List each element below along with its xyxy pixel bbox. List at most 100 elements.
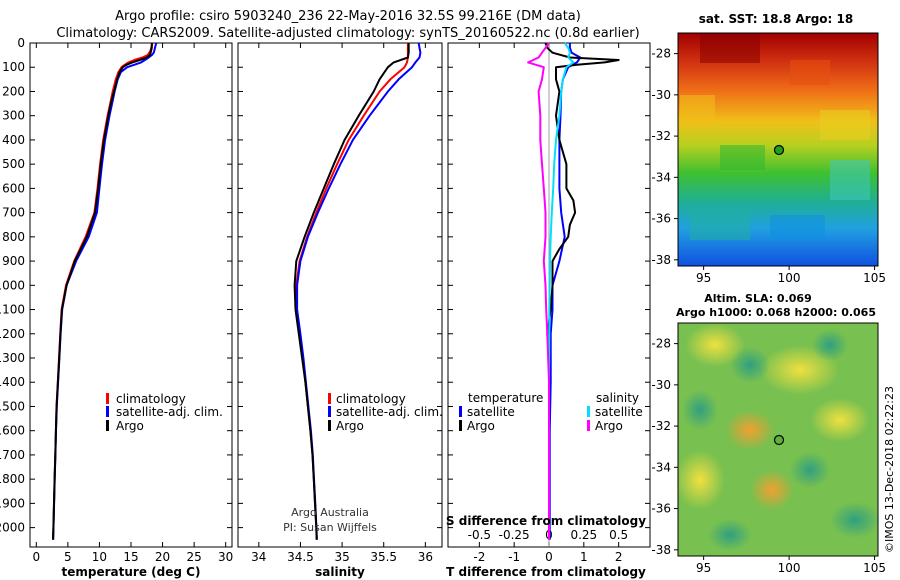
series-line-argo: [293, 43, 410, 540]
sla-blob: [830, 502, 880, 538]
depth-tick-label: 0: [17, 36, 25, 50]
lat-tick-label: -36: [651, 212, 671, 226]
salinity-x-axis: 34 34.5 35 35.5 36: [238, 42, 442, 564]
s-tick-label: -0.25: [499, 528, 530, 542]
sla-blob: [812, 329, 848, 361]
temperature-x-label: temperature (deg C): [62, 565, 201, 579]
temperature-x-axis: 0 5 10 15 20 25 30: [30, 42, 233, 564]
sst-map-frame: [677, 32, 879, 267]
lat-tick-label: -30: [651, 378, 671, 392]
sst-patch: [790, 60, 830, 85]
series-line-t-argo: [544, 42, 620, 540]
sst-patch: [830, 160, 870, 200]
salinity-plot-frame: [237, 42, 443, 548]
series-line-t-satellite: [548, 43, 582, 540]
legend-t-satellite-swatch: [459, 406, 462, 417]
series-line-satellite-adj-clim-: [52, 42, 158, 540]
legend-satellite-adj-swatch: [106, 406, 109, 417]
legend-climatology-swatch: [106, 393, 109, 404]
lat-tick-label: -38: [651, 253, 671, 267]
depth-tick-label: 1100: [0, 303, 25, 317]
sst-patch: [820, 110, 870, 140]
x-tick-label: 10: [92, 550, 107, 564]
x-tick-label: 34: [251, 550, 266, 564]
lat-tick-label: -36: [651, 502, 671, 516]
legend-salinity-header: salinity: [596, 391, 639, 405]
legend-argo-swatch: [106, 420, 109, 431]
depth-tick-label: 600: [2, 181, 25, 195]
sst-patch: [720, 145, 765, 170]
legend-argo-swatch: [328, 420, 331, 431]
lat-tick-label: -32: [651, 129, 671, 143]
depth-tick-label: 200: [2, 84, 25, 98]
sst-patch: [690, 210, 750, 240]
salinity-x-label: salinity: [315, 565, 365, 579]
x-tick-label: 0: [32, 550, 40, 564]
sst-map-axes: -28 -30 -32 -34 -36 -38 95 100 105: [651, 47, 886, 285]
depth-tick-label: 800: [2, 230, 25, 244]
depth-tick-label: 1600: [0, 424, 25, 438]
depth-tick-label: 100: [2, 60, 25, 74]
t-difference-x-label: T difference from climatology: [446, 565, 646, 579]
sst-patch: [700, 33, 760, 63]
legend-s-satellite-swatch: [587, 406, 590, 417]
temperature-plot-frame: [29, 42, 233, 548]
x-tick-label: 20: [155, 550, 170, 564]
depth-tick-label: 500: [2, 157, 25, 171]
legend-t-satellite-label: satellite: [467, 405, 515, 419]
x-tick-label: 0: [545, 550, 553, 564]
salinity-profiles: [293, 42, 422, 540]
legend-argo-label: Argo: [116, 419, 144, 433]
depth-tick-label: 1900: [0, 496, 25, 510]
sst-float-marker: [773, 144, 785, 156]
series-line-climatology: [52, 42, 154, 540]
temperature-profiles: [52, 42, 158, 540]
lat-tick-label: -28: [651, 47, 671, 61]
header-line1: Argo profile: csiro 5903240_236 22-May-2…: [115, 9, 581, 24]
depth-tick-label: 900: [2, 254, 25, 268]
depth-tick-label: 2000: [0, 521, 25, 535]
sst-patch: [770, 215, 825, 240]
lat-tick-label: -38: [651, 543, 671, 557]
x-tick-label: 30: [218, 550, 233, 564]
legend-satellite-adj-label: satellite-adj. clim.: [336, 405, 443, 419]
legend-climatology-swatch: [328, 393, 331, 404]
sla-blob: [725, 410, 775, 450]
depth-tick-label: 1300: [0, 351, 25, 365]
sla-map-title2: Argo h1000: 0.068 h2000: 0.065: [676, 306, 876, 319]
x-tick-label: 34.5: [287, 550, 314, 564]
depth-tick-label: 1800: [0, 472, 25, 486]
imos-watermark: ©IMOS 13-Dec-2018 02:22:23: [883, 386, 896, 553]
sst-map-title: sat. SST: 18.8 Argo: 18: [699, 12, 853, 26]
x-tick-label: 36: [418, 550, 433, 564]
lat-tick-label: -34: [651, 170, 671, 184]
salinity-panel: 34 34.5 35 35.5 36 salinity climatology sate…: [237, 42, 443, 579]
x-tick-label: -2: [473, 550, 485, 564]
x-tick-label: 2: [615, 550, 623, 564]
temperature-legend: climatology satellite-adj. clim. Argo: [106, 392, 223, 433]
sst-texture: [680, 33, 870, 240]
x-tick-label: 15: [123, 550, 138, 564]
header-line2: Climatology: CARS2009. Satellite-adjuste…: [56, 26, 639, 41]
depth-tick-label: 1400: [0, 375, 25, 389]
credit-line2: PI: Susan Wijffels: [283, 521, 377, 534]
depth-tick-label: 1000: [0, 278, 25, 292]
sla-blob: [810, 398, 870, 442]
depth-tick-label: 400: [2, 133, 25, 147]
s-tick-label: 0.5: [609, 528, 628, 542]
sla-map-frame: [677, 322, 879, 557]
depth-tick-label: 700: [2, 206, 25, 220]
s-difference-x-label: S difference from climatology: [446, 514, 646, 528]
depth-tick-label: 300: [2, 109, 25, 123]
legend-t-argo-swatch: [459, 420, 462, 431]
depth-tick-label: 1500: [0, 399, 25, 413]
lon-tick-label: 100: [778, 561, 801, 575]
sla-map: Altim. SLA: 0.069 Argo h1000: 0.068 h200…: [651, 292, 886, 575]
depth-tick-label: 1200: [0, 327, 25, 341]
difference-profiles: [527, 42, 620, 540]
legend-t-argo-label: Argo: [467, 419, 495, 433]
legend-s-argo-label: Argo: [595, 419, 623, 433]
legend-s-satellite-label: satellite: [595, 405, 643, 419]
sla-map-axes: -28 -30 -32 -34 -36 -38 95 100 105: [651, 337, 886, 575]
